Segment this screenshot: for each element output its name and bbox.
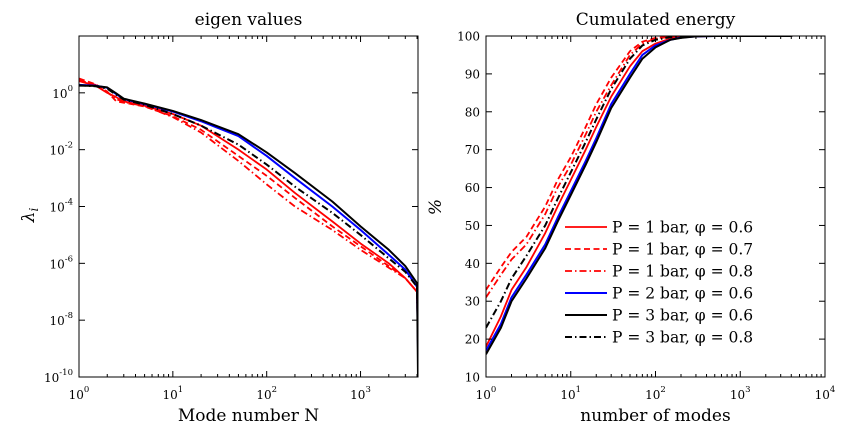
legend-entry-label: P = 3 bar, φ = 0.8 [612, 329, 753, 347]
y-tick-label: 10-2 [49, 141, 73, 158]
chart-title: eigen values [195, 10, 303, 30]
y-tick-label: 10-8 [49, 311, 73, 328]
y-tick-label: 100 [457, 30, 480, 44]
x-tick-label-base: 10 [730, 388, 745, 402]
series-line-3 [486, 36, 793, 298]
y-tick-label: 30 [465, 295, 480, 309]
legend-entry-label: P = 1 bar, φ = 0.7 [612, 241, 753, 259]
y-axis-label-subscript: i [27, 208, 41, 212]
y-tick-label: 20 [465, 333, 480, 347]
y-tick-label-exponent: -2 [65, 141, 73, 151]
series-line-4 [486, 36, 793, 351]
legend: P = 1 bar, φ = 0.6 P = 1 bar, φ = 0.7 P = … [565, 219, 753, 347]
x-tick-label-base: 10 [350, 388, 365, 402]
legend-entry-label: P = 1 bar, φ = 0.8 [612, 263, 753, 281]
x-tick-label-exponent: 1 [576, 385, 581, 395]
axes-frame [485, 35, 826, 378]
x-tick-label-exponent: 1 [178, 385, 183, 395]
y-tick-label: 90 [465, 67, 480, 81]
y-tick-label-exponent: -6 [65, 254, 73, 264]
series-line-4 [79, 83, 418, 349]
y-tick-label-base: 10 [49, 257, 64, 271]
x-tick-label-exponent: 3 [745, 385, 750, 395]
x-axis-label: number of modes [580, 406, 730, 426]
series-line-6 [79, 84, 418, 341]
legend-entry-label: P = 2 bar, φ = 0.6 [612, 285, 753, 303]
y-tick-label-base: 10 [49, 314, 64, 328]
x-tick-label-base: 10 [645, 388, 660, 402]
plot-1: eigen values Mode number N [78, 10, 419, 426]
chart-title: Cumulated energy [576, 10, 736, 30]
y-tick-label-base: 10 [52, 87, 67, 101]
x-tick-label-base: 10 [256, 388, 271, 402]
x-tick-label: 100 [69, 385, 90, 402]
series-line-2 [486, 36, 793, 291]
series-line-5 [79, 84, 418, 377]
x-tick-label-base: 10 [69, 388, 84, 402]
legend-entry-label: P = 3 bar, φ = 0.6 [612, 307, 753, 325]
x-tick-label-base: 10 [815, 388, 830, 402]
y-tick-label: 80 [465, 105, 480, 119]
series-line-3 [79, 79, 418, 336]
y-tick-label-exponent: -10 [59, 368, 73, 378]
y-tick-label: 50 [465, 219, 480, 233]
x-tick-label-exponent: 4 [830, 385, 835, 395]
x-tick-label-base: 10 [560, 388, 575, 402]
x-tick-label: 104 [815, 385, 836, 402]
x-tick-label: 100 [476, 385, 497, 402]
legend-entry-label: P = 1 bar, φ = 0.6 [612, 219, 753, 237]
x-tick-label: 103 [730, 385, 751, 402]
x-ticks [78, 36, 418, 377]
series-line-1 [79, 80, 418, 349]
x-tick-label-exponent: 3 [365, 385, 370, 395]
y-tick-label-exponent: 0 [68, 84, 73, 94]
y-tick-label: 100 [52, 84, 73, 101]
y-tick-label-base: 10 [44, 371, 59, 385]
y-axis-label: % [426, 199, 446, 215]
y-tick-label-exponent: -8 [65, 311, 73, 321]
y-ticks: 10 20 30 40 50 60 70 80 90 100 [457, 30, 825, 385]
y-tick-label-base: 10 [49, 144, 64, 158]
y-axis-label: λi [19, 208, 41, 224]
y-tick-label: 70 [465, 143, 480, 157]
y-tick-label: 10-4 [49, 198, 73, 215]
x-ticks [485, 36, 826, 377]
x-tick-label-base: 10 [162, 388, 177, 402]
y-tick-label: 10-10 [44, 368, 73, 385]
series-line-6 [486, 36, 793, 329]
y-tick-label: 10 [465, 371, 480, 385]
series-group [79, 77, 418, 377]
y-tick-label-base: 10 [49, 201, 64, 215]
x-tick-label-exponent: 0 [491, 385, 496, 395]
x-tick-label-base: 10 [476, 388, 491, 402]
x-tick-label: 101 [162, 385, 183, 402]
y-tick-label-exponent: -4 [65, 198, 73, 208]
y-axis-label-symbol: λ [19, 212, 39, 224]
axes-frame [78, 35, 419, 378]
series-line-2 [79, 77, 418, 332]
y-tick-label: 60 [465, 181, 480, 195]
x-tick-label: 102 [256, 385, 277, 402]
x-tick-label-exponent: 0 [84, 385, 89, 395]
x-tick-label: 102 [645, 385, 666, 402]
x-tick-label: 103 [350, 385, 371, 402]
x-tick-label-exponent: 2 [272, 385, 277, 395]
x-axis-label: Mode number N [178, 406, 319, 426]
x-tick-label: 101 [560, 385, 581, 402]
y-tick-label: 40 [465, 257, 480, 271]
y-tick-label: 10-6 [49, 254, 73, 271]
x-tick-label-exponent: 2 [660, 385, 665, 395]
y-ticks [79, 92, 418, 378]
